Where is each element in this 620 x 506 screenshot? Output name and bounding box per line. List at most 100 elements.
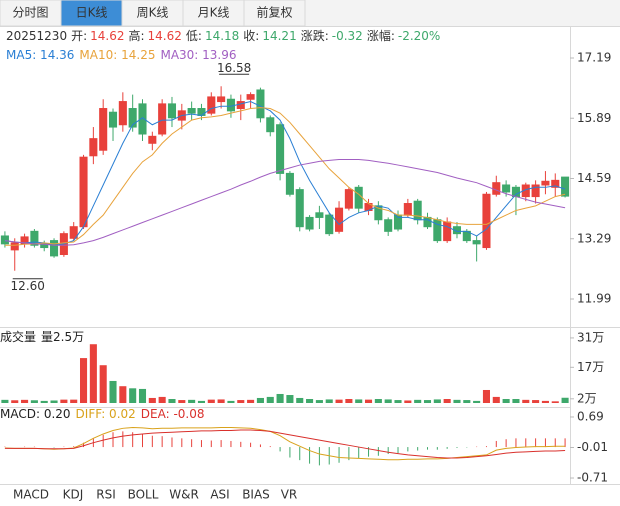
candle-body — [266, 117, 275, 133]
volume-bar — [227, 400, 235, 403]
volume-bar — [404, 400, 412, 403]
volume-bar — [512, 399, 520, 403]
panel-title: 成交量 量2.5万 — [0, 329, 84, 344]
indicator-tab[interactable]: VR — [281, 488, 298, 502]
candle-body — [108, 111, 118, 128]
indicator-tab[interactable]: RSI — [96, 488, 116, 502]
candle-body — [89, 138, 98, 157]
volume-bar — [1, 399, 9, 403]
volume-bar — [286, 395, 294, 403]
tab-label[interactable]: 周K线 — [137, 6, 169, 20]
y-tick-label: 17.19 — [577, 51, 611, 65]
volume-bar — [374, 399, 382, 403]
volume-bar — [473, 400, 481, 403]
indicator-tab[interactable]: ASI — [210, 488, 229, 502]
candle-body — [138, 103, 147, 135]
volume-bar — [492, 396, 500, 403]
tab-label[interactable]: 分时图 — [12, 6, 48, 20]
quote-value: 14.21 — [262, 29, 296, 43]
volume-bar — [463, 400, 471, 403]
quote-value: 14.62 — [148, 29, 182, 43]
volume-bar — [502, 399, 510, 403]
tab[interactable] — [60, 0, 123, 27]
indicator-tab[interactable]: MACD — [13, 488, 49, 502]
candle-body — [207, 96, 216, 114]
tab-label[interactable]: 月K线 — [198, 6, 230, 20]
volume-bar — [414, 399, 422, 403]
legend-entry: MA30: 13.96 — [160, 48, 236, 62]
volume-bar — [89, 344, 97, 403]
volume-bar — [148, 397, 156, 403]
candle-body — [236, 101, 245, 110]
indicator-tab[interactable]: BOLL — [128, 488, 159, 502]
volume-bar — [256, 397, 264, 403]
volume-bar — [541, 400, 549, 403]
legend: MA5: 14.36 MA10: 14.25 MA30: 13.96 — [6, 48, 237, 62]
quote-value: 14.62 — [90, 29, 124, 43]
quote-label: 涨跌: — [301, 28, 329, 43]
volume-bar — [109, 380, 117, 403]
candle-body — [561, 176, 570, 197]
tab-label[interactable]: 前复权 — [256, 5, 292, 20]
volume-bar — [207, 399, 215, 403]
legend-entry: MACD: 0.20 — [0, 407, 71, 421]
candle-body — [354, 186, 363, 209]
volume-bar — [119, 386, 127, 403]
candle-body — [315, 212, 324, 218]
extreme-label: 16.58 — [217, 61, 251, 75]
y-tick-label: 11.99 — [577, 292, 611, 306]
indicator-tab[interactable]: BIAS — [242, 488, 270, 502]
volume-bar — [315, 400, 323, 403]
volume-bar — [453, 399, 461, 403]
y-tick-label: 0.69 — [577, 409, 604, 423]
candle-body — [384, 219, 393, 232]
volume-bar — [237, 400, 245, 403]
candle-body — [246, 94, 255, 100]
candle-body — [30, 230, 39, 246]
candle-body — [226, 98, 235, 112]
candle-body — [148, 135, 157, 144]
legend: MACD: 0.20 DIFF: 0.02 DEA: -0.08 — [0, 407, 205, 421]
y-tick-label: 14.59 — [577, 171, 611, 185]
candle-body — [79, 156, 88, 228]
volume-bar — [384, 399, 392, 403]
volume-bar — [306, 399, 314, 403]
quote-label: 开: — [71, 29, 87, 43]
legend-entry: MA5: 14.36 — [6, 48, 74, 62]
candle-body — [197, 108, 206, 116]
quote-date: 20251230 — [6, 29, 67, 43]
volume-bar — [482, 389, 491, 403]
volume-bar — [355, 399, 363, 403]
volume-bar — [197, 400, 206, 403]
legend-entry: DIFF: 0.02 — [76, 407, 136, 421]
volume-bar — [276, 393, 284, 403]
volume-bar — [30, 400, 38, 403]
candle-body — [158, 103, 167, 135]
quote-value: 14.18 — [205, 29, 239, 43]
legend-entry: MA10: 14.25 — [79, 48, 155, 62]
indicator-line — [4, 426, 566, 461]
indicator-tab[interactable]: W&R — [169, 488, 199, 502]
tab[interactable] — [243, 0, 306, 27]
tab[interactable] — [121, 0, 184, 27]
volume-bar — [433, 399, 441, 403]
candle-body — [482, 193, 491, 249]
candle-body — [285, 172, 294, 195]
candle-body — [295, 189, 304, 228]
candle-body — [472, 240, 481, 245]
indicator-tab[interactable]: KDJ — [63, 488, 84, 502]
candle-body — [0, 235, 9, 245]
panel-title-text: 成交量 — [0, 329, 36, 344]
volume-bar — [423, 400, 432, 403]
indicator-line — [4, 107, 566, 246]
volume-bar — [40, 400, 48, 403]
candle-body — [69, 226, 78, 239]
candle-body — [305, 216, 314, 230]
tab-label[interactable]: 日K线 — [76, 6, 108, 20]
volume-bar — [70, 399, 78, 403]
candle-body — [256, 89, 265, 119]
volume-bar — [296, 397, 304, 403]
candle-body — [128, 108, 137, 128]
